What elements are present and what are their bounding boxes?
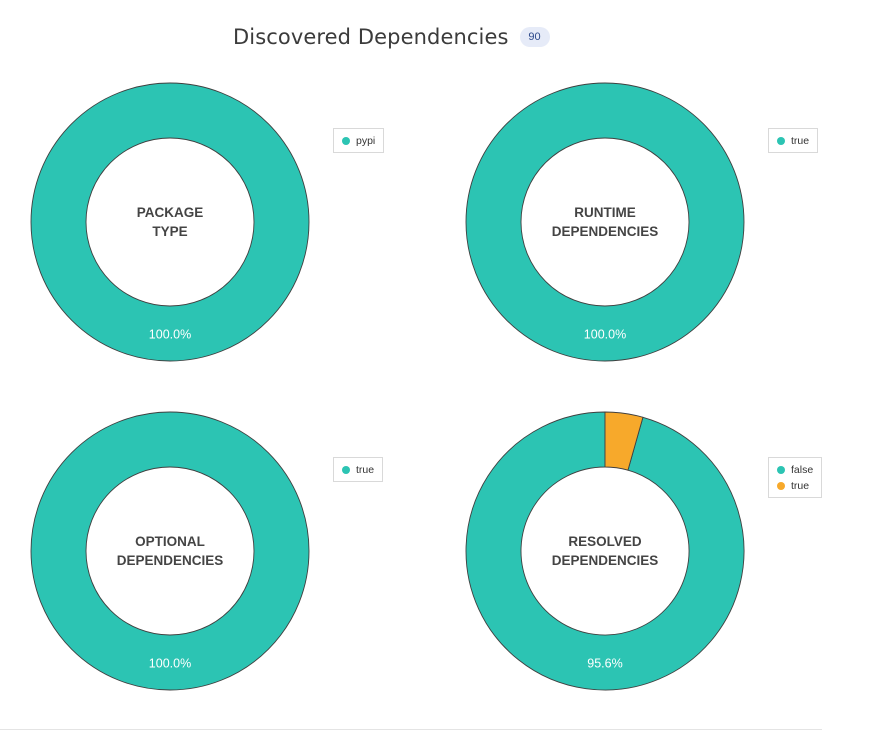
package-type-center-label: PACKAGE TYPE bbox=[136, 205, 204, 239]
legend-marker-icon bbox=[777, 137, 785, 145]
optional-dependencies-value-label-true: 100.0% bbox=[149, 657, 191, 671]
legend-item-label: false bbox=[791, 464, 814, 476]
package-type-legend[interactable]: pypi bbox=[333, 128, 385, 153]
package-type-value-label-pypi: 100.0% bbox=[149, 328, 191, 342]
resolved-dependencies-center-label: RESOLVED DEPENDENCIES bbox=[551, 534, 659, 568]
optional-dependencies-ring-inner-edge bbox=[85, 466, 255, 636]
resolved-dependencies-chart: 95.6% RESOLVED DEPENDENCIES false true bbox=[435, 401, 875, 721]
optional-dependencies-chart: 100.0% OPTIONAL DEPENDENCIES true bbox=[0, 401, 440, 721]
optional-dependencies-donut: 100.0% bbox=[30, 411, 310, 691]
resolved-dependencies-legend-item-true[interactable]: true bbox=[777, 478, 813, 494]
package-type-donut: 100.0% bbox=[30, 82, 310, 362]
section-header: Discovered Dependencies 90 bbox=[233, 21, 550, 53]
resolved-dependencies-slice-false[interactable] bbox=[465, 411, 745, 691]
runtime-dependencies-slice-true[interactable] bbox=[466, 83, 744, 361]
runtime-dependencies-chart: 100.0% RUNTIME DEPENDENCIES true bbox=[435, 72, 875, 392]
runtime-dependencies-center-label: RUNTIME DEPENDENCIES bbox=[551, 205, 659, 239]
legend-item-label: true bbox=[791, 480, 810, 492]
section-title: Discovered Dependencies bbox=[233, 25, 509, 49]
resolved-dependencies-legend[interactable]: false true bbox=[768, 457, 823, 498]
dependency-count-badge: 90 bbox=[519, 27, 550, 47]
optional-dependencies-center-label: OPTIONAL DEPENDENCIES bbox=[116, 534, 224, 568]
runtime-dependencies-ring-outer-edge bbox=[465, 82, 745, 362]
legend-item-label: pypi bbox=[356, 135, 376, 147]
legend-item-label: true bbox=[791, 135, 810, 147]
runtime-dependencies-legend[interactable]: true bbox=[768, 128, 819, 153]
resolved-dependencies-slice-true[interactable] bbox=[604, 411, 644, 471]
runtime-dependencies-value-label-true: 100.0% bbox=[584, 328, 626, 342]
legend-marker-icon bbox=[777, 482, 785, 490]
runtime-dependencies-ring-inner-edge bbox=[520, 137, 690, 307]
legend-marker-icon bbox=[777, 466, 785, 474]
package-type-ring-inner-edge bbox=[85, 137, 255, 307]
runtime-dependencies-donut: 100.0% bbox=[465, 82, 745, 362]
package-type-ring-outer-edge bbox=[30, 82, 310, 362]
runtime-dependencies-legend-item-true[interactable]: true bbox=[777, 133, 809, 149]
package-type-slice-pypi[interactable] bbox=[31, 83, 309, 361]
package-type-chart: 100.0% PACKAGE TYPE pypi bbox=[0, 72, 440, 392]
optional-dependencies-ring-outer-edge bbox=[30, 411, 310, 691]
optional-dependencies-legend[interactable]: true bbox=[333, 457, 384, 482]
resolved-dependencies-value-label-false: 95.6% bbox=[587, 657, 622, 671]
resolved-dependencies-donut: 95.6% bbox=[465, 411, 745, 691]
legend-item-label: true bbox=[356, 464, 375, 476]
resolved-dependencies-legend-item-false[interactable]: false bbox=[777, 462, 813, 478]
legend-marker-icon bbox=[342, 466, 350, 474]
optional-dependencies-slice-true[interactable] bbox=[31, 412, 309, 690]
legend-marker-icon bbox=[342, 137, 350, 145]
package-type-legend-item-pypi[interactable]: pypi bbox=[342, 133, 375, 149]
bottom-divider bbox=[0, 729, 822, 730]
optional-dependencies-legend-item-true[interactable]: true bbox=[342, 462, 374, 478]
